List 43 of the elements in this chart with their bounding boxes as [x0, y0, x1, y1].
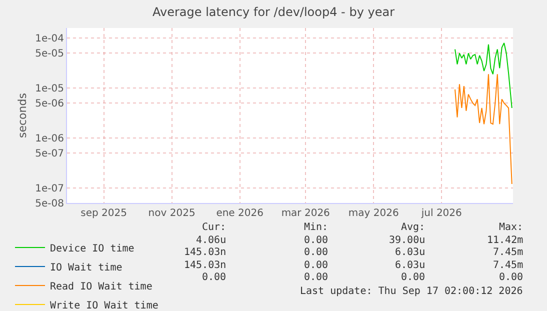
line-series	[454, 42, 512, 108]
text: 4.06u	[196, 235, 226, 246]
text: Avg:	[401, 222, 426, 233]
x-tick-label: sep 2025	[80, 208, 127, 219]
text: 145.03n	[184, 260, 226, 271]
y-tick-label: 1e-04	[35, 34, 64, 45]
y-tick-label: 1e-07	[35, 183, 64, 194]
text: 7.45m	[493, 260, 524, 271]
x-tick-label: ene 2026	[216, 208, 264, 219]
y-tick-label: 1e-05	[35, 84, 64, 95]
y-tick-label: 5e-06	[35, 98, 64, 110]
x-tick-label: mar 2026	[281, 208, 330, 219]
text: 0.00	[304, 247, 328, 258]
text: 39.00u	[389, 235, 426, 246]
text: 6.03u	[395, 260, 426, 271]
chart-title: Average latency for /dev/loop4 - by year	[152, 5, 395, 20]
legend-label: Read IO Wait time	[50, 281, 152, 292]
text: 0.00	[401, 272, 426, 283]
text: 0.00	[304, 235, 328, 246]
text: 0.00	[202, 272, 226, 283]
text: 6.03u	[395, 247, 426, 258]
text: 0.00	[499, 272, 524, 283]
text: 11.42m	[487, 235, 524, 246]
y-tick-label: 1e-06	[35, 134, 64, 145]
y-tick-label: 5e-08	[35, 198, 64, 210]
legend-label: Write IO Wait time	[50, 300, 158, 311]
y-tick-label: 5e-05	[35, 48, 64, 60]
text: 0.00	[304, 260, 328, 271]
line-series	[454, 74, 512, 185]
x-tick-label: may 2026	[348, 208, 399, 219]
y-tick-label: 5e-07	[35, 148, 64, 160]
text: 7.45m	[493, 247, 524, 258]
text: Max:	[499, 222, 524, 233]
y-axis-title: seconds	[16, 92, 29, 138]
text: 0.00	[304, 272, 328, 283]
x-tick-label: nov 2025	[148, 208, 196, 219]
legend-label: Device IO time	[50, 243, 134, 254]
text: Min:	[304, 222, 328, 233]
legend-label: IO Wait time	[50, 262, 122, 274]
text: 145.03n	[184, 247, 226, 258]
text: Last update: Thu Sep 17 02:00:12 2026	[300, 286, 523, 297]
x-tick-label: jul 2026	[420, 208, 462, 219]
text: Cur:	[202, 222, 226, 233]
